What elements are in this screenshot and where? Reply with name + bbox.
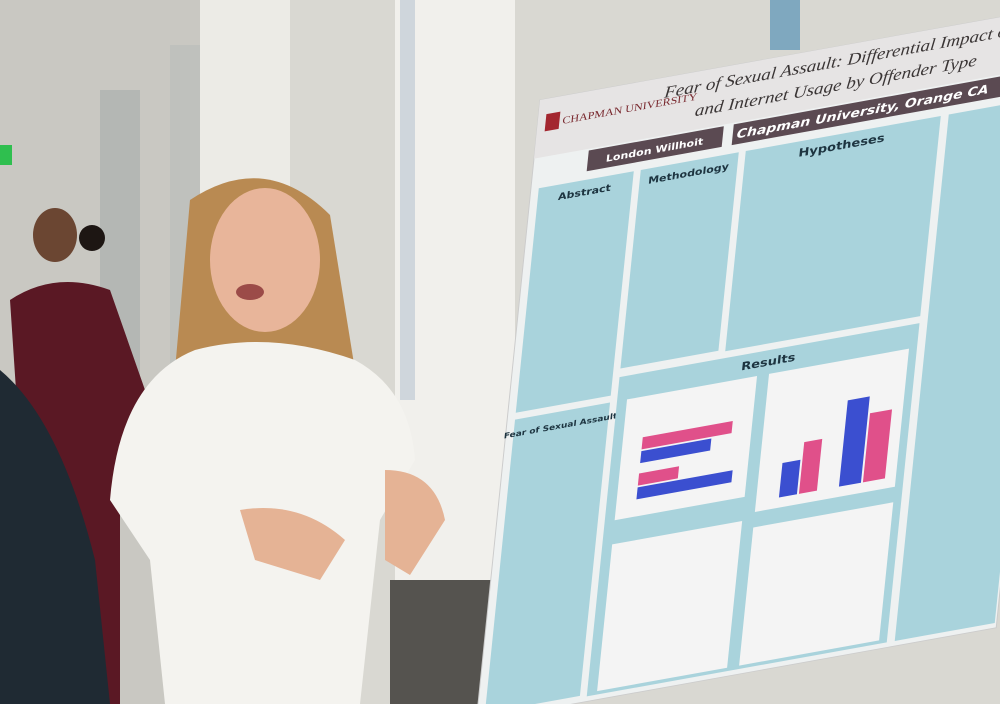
poster-bar bbox=[862, 409, 893, 483]
panel bbox=[725, 115, 941, 352]
chart-card bbox=[597, 521, 743, 692]
poster-bar bbox=[798, 438, 823, 494]
author-strip bbox=[586, 126, 724, 172]
person-head bbox=[33, 208, 77, 262]
panel bbox=[620, 152, 739, 369]
poster-bar bbox=[636, 470, 733, 500]
poster-bar bbox=[640, 438, 712, 464]
mouth bbox=[236, 284, 264, 300]
hand bbox=[385, 470, 445, 575]
window bbox=[400, 0, 415, 400]
chart-card bbox=[739, 502, 894, 666]
poster-bar bbox=[641, 421, 733, 450]
poster: CHAPMAN UNIVERSITY Fear of Sexual Assaul… bbox=[475, 5, 1000, 704]
hand bbox=[240, 508, 345, 580]
poster-header bbox=[533, 6, 1000, 159]
affiliation-strip bbox=[731, 70, 1000, 146]
exit-sign bbox=[0, 145, 12, 165]
panel bbox=[515, 171, 634, 413]
poster-bar bbox=[637, 466, 680, 486]
window bbox=[770, 0, 800, 50]
logo-mark bbox=[544, 111, 561, 132]
hair bbox=[79, 225, 105, 251]
poster-bar bbox=[838, 396, 870, 487]
foreground-person bbox=[0, 370, 110, 704]
poster-bar bbox=[778, 459, 801, 498]
face bbox=[210, 188, 320, 332]
panel bbox=[484, 402, 611, 704]
panel bbox=[894, 96, 1000, 641]
